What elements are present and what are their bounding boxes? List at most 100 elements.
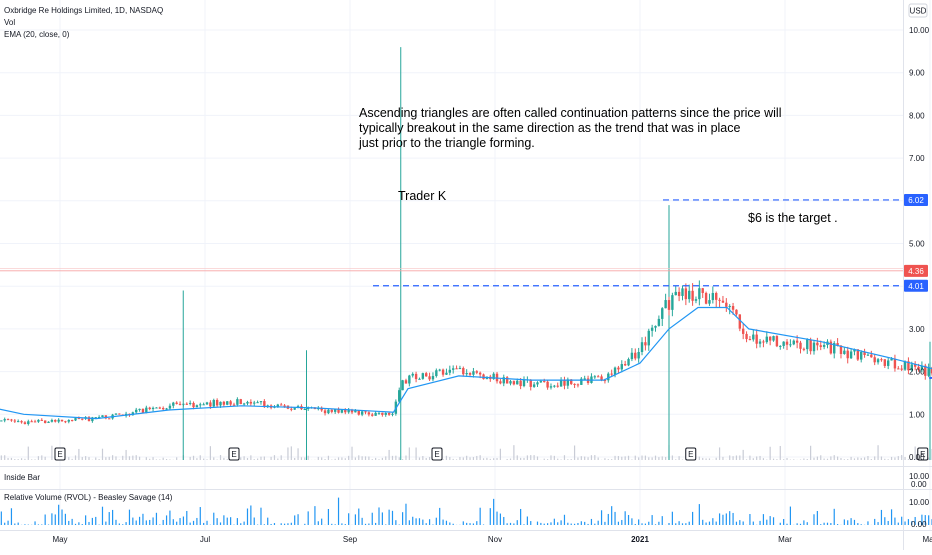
candle-body-224 [698,288,700,299]
volume-bar-32 [51,446,52,460]
rvol-bar-119 [345,524,346,525]
rvol-bar-237 [743,521,744,525]
rvol-bar-39 [75,524,76,525]
rvol-bar-47 [102,507,103,525]
volume-bar-203 [628,456,629,460]
candle-body-115 [331,410,333,412]
volume-bar-245 [770,447,771,460]
volume-bar-141 [419,458,420,460]
rvol-bar-126 [368,524,369,525]
rvol-bar-279 [884,517,885,525]
candle-body-76 [199,404,201,405]
volume-bar-240 [753,458,754,460]
candle-body-217 [675,292,677,295]
volume-bar-46 [99,459,100,460]
rvol-bar-132 [389,510,390,525]
rvol-bar-149 [446,521,447,525]
rvol-bar-210 [652,515,653,525]
candle-body-249 [782,342,784,346]
rvol-bar-258 [813,514,814,525]
rvol-bar-230 [719,513,720,525]
candle-body-209 [648,331,650,346]
rvol-bar-19 [7,521,8,525]
rvol-bar-140 [415,518,416,525]
candle-body-57 [135,410,137,413]
volume-bar-114 [328,456,329,460]
currency-button[interactable]: USD [909,4,927,17]
candle-body-94 [260,401,262,402]
rvol-bar-253 [797,523,798,525]
candle-body-101 [283,405,285,406]
volume-bar-38 [72,459,73,460]
volume-bar-282 [894,457,895,460]
volume-bar-234 [732,456,733,460]
volume-bar-197 [608,459,609,460]
rvol-bar-100 [281,523,282,525]
rvol-bar-203 [628,515,629,525]
volume-bar-271 [857,457,858,460]
rvol-bar-77 [203,523,204,525]
candle-body-194 [597,376,599,377]
candle-body-38 [71,420,73,421]
rvol-bar-60 [146,520,147,525]
rvol-bar-110 [314,506,315,525]
volume-bar-171 [520,458,521,460]
volume-bar-239 [749,456,750,460]
candle-body-89 [243,404,245,405]
rvol-bar-172 [523,524,524,525]
candle-body-127 [371,414,373,415]
candle-body-145 [432,376,434,379]
rvol-bar-61 [149,520,150,525]
rvol-bar-159 [480,508,481,525]
candle-body-253 [796,341,798,343]
rvol-bar-280 [888,521,889,525]
volume-bar-144 [429,457,430,460]
rvol-bar-18 [4,523,5,525]
volume-bar-193 [594,455,595,460]
candle-body-252 [793,341,795,345]
rvol-bar-134 [395,520,396,525]
candle-body-78 [206,402,208,404]
volume-bar-123 [358,455,359,460]
volume-bar-42 [85,456,86,460]
volume-bar-216 [672,455,673,460]
volume-bar-202 [625,456,626,460]
earnings-marker-label-0: E [57,450,62,459]
rvol-bar-30 [45,514,46,525]
volume-bar-198 [611,459,612,460]
rvol-bar-51 [115,520,116,525]
volume-bar-149 [446,456,447,460]
candle-body-220 [685,288,687,299]
rvol-bar-72 [186,511,187,525]
rvol-bar-188 [577,523,578,525]
candle-body-251 [789,344,791,345]
rvol-bar-191 [587,524,588,525]
candle-body-155 [465,373,467,374]
volume-bar-57 [136,455,137,460]
candle-body-31 [47,422,49,423]
volume-bar-130 [382,458,383,460]
rvol-bar-68 [173,519,174,525]
volume-bar-24 [24,459,25,460]
candle-body-279 [884,359,886,366]
candle-body-104 [293,408,295,410]
rvol-bar-49 [109,512,110,525]
volume-bar-126 [368,456,369,460]
volume-bar-196 [604,458,605,460]
rvol-bar-272 [861,524,862,525]
rvol-tick-bottom: 0.00 [911,520,927,529]
rvol-bar-73 [190,523,191,525]
rvol-bar-44 [92,518,93,525]
rvol-tick-top: 10.00 [909,498,930,507]
volume-bar-105 [297,448,298,460]
volume-bar-90 [247,458,248,460]
candle-body-260 [820,345,822,347]
symbol-title: Oxbridge Re Holdings Limited, 1D, NASDAQ [4,6,163,15]
candle-body-257 [809,340,811,352]
candle-body-114 [327,410,329,413]
rvol-bar-64 [159,524,160,525]
candle-body-245 [769,337,771,341]
rvol-bar-65 [163,520,164,525]
candle-body-191 [587,378,589,382]
